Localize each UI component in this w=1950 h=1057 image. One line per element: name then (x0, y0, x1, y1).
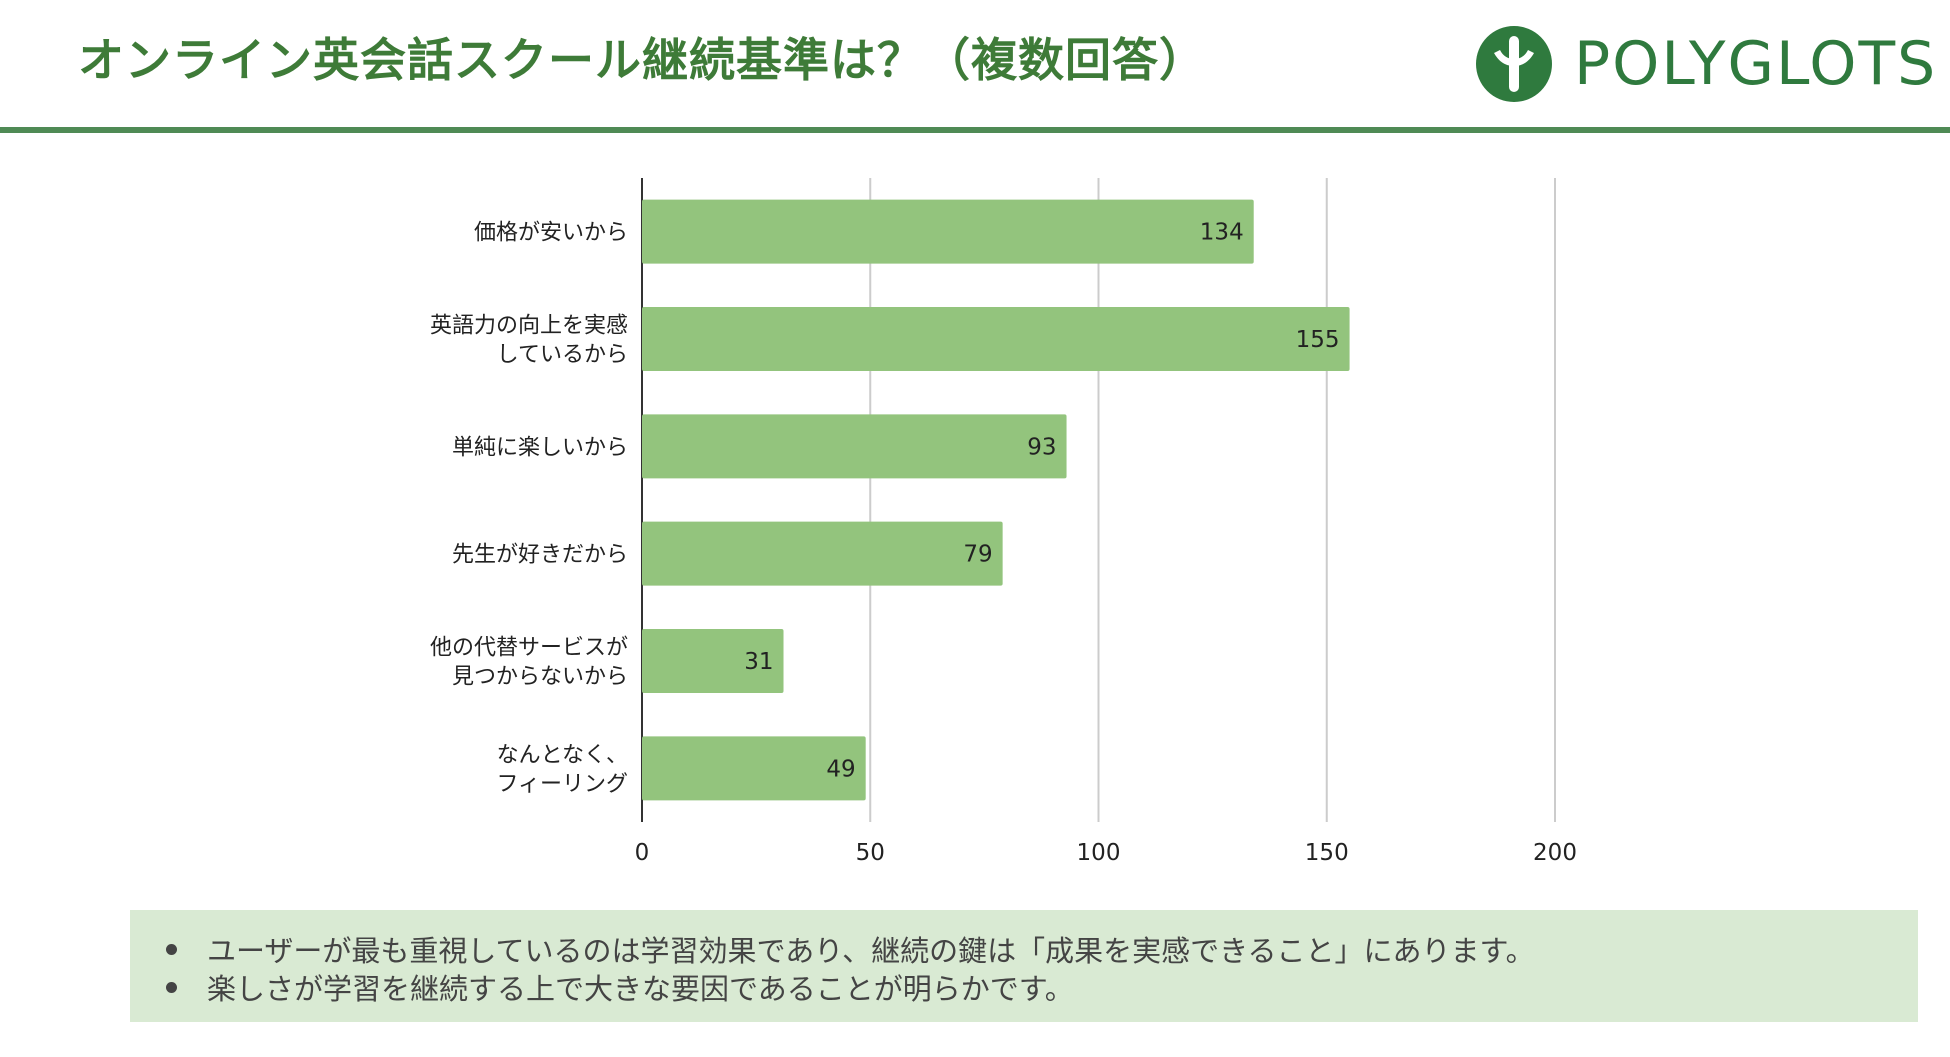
data-label: 79 (963, 542, 992, 568)
note-item: ユーザーが最も重視しているのは学習効果であり、継続の鍵は「成果を実感できること」… (152, 930, 1918, 968)
category-label: なんとなく、 (497, 743, 628, 768)
category-label: 価格が安いから (474, 221, 628, 246)
gridlines (641, 178, 1556, 822)
bullet-icon (166, 943, 177, 955)
category-label: 他の代替サービスが (430, 636, 628, 661)
x-tick-label: 100 (1077, 840, 1121, 866)
summary-notes: ユーザーが最も重視しているのは学習効果であり、継続の鍵は「成果を実感できること」… (130, 910, 1918, 1022)
bar-chart: 134 155 93 79 31 49 価格が安いから英語力の向上を実感しているから単純に… (430, 178, 1577, 866)
category-labels: 価格が安いから英語力の向上を実感しているから単純に楽しいから先生が好きだから他の… (430, 221, 628, 797)
bars: 134 155 93 79 31 49 (642, 199, 1350, 801)
x-tick-label: 200 (1533, 840, 1577, 866)
x-tick-labels: 0 50 100 150 200 (635, 840, 1577, 866)
note-text: 楽しさが学習を継続する上で大きな要因であることが明らかです。 (207, 972, 1074, 1006)
bar (642, 736, 866, 801)
polyglots-logo-icon (1476, 26, 1552, 102)
x-tick-label: 150 (1305, 840, 1349, 866)
page-title: オンライン英会話スクール継続基準は？（複数回答） (78, 33, 1206, 87)
note-item: 楽しさが学習を継続する上で大きな要因であることが明らかです。 (152, 968, 1918, 1006)
category-label: しているから (497, 343, 628, 368)
data-label: 93 (1027, 434, 1056, 460)
data-label: 155 (1296, 327, 1340, 353)
bar (642, 414, 1067, 479)
bar (642, 307, 1350, 371)
note-text: ユーザーが最も重視しているのは学習効果であり、継続の鍵は「成果を実感できること」… (207, 934, 1535, 968)
title-divider (0, 127, 1950, 133)
category-label: フィーリング (496, 772, 628, 797)
bar (642, 199, 1254, 264)
category-label: 単純に楽しいから (452, 435, 628, 460)
data-label: 49 (826, 756, 855, 782)
x-tick-label: 50 (856, 840, 885, 866)
x-tick-label: 0 (635, 840, 650, 866)
category-label: 英語力の向上を実感 (430, 314, 628, 339)
data-label: 31 (744, 649, 773, 675)
bar (642, 629, 784, 693)
logo-text: POLYGLOTS (1574, 29, 1938, 99)
bullet-icon (166, 981, 177, 993)
bar (642, 521, 1003, 586)
data-label: 134 (1200, 220, 1244, 246)
category-label: 見つからないから (452, 665, 628, 690)
category-label: 先生が好きだから (452, 543, 628, 568)
logo: POLYGLOTS (1476, 26, 1937, 102)
